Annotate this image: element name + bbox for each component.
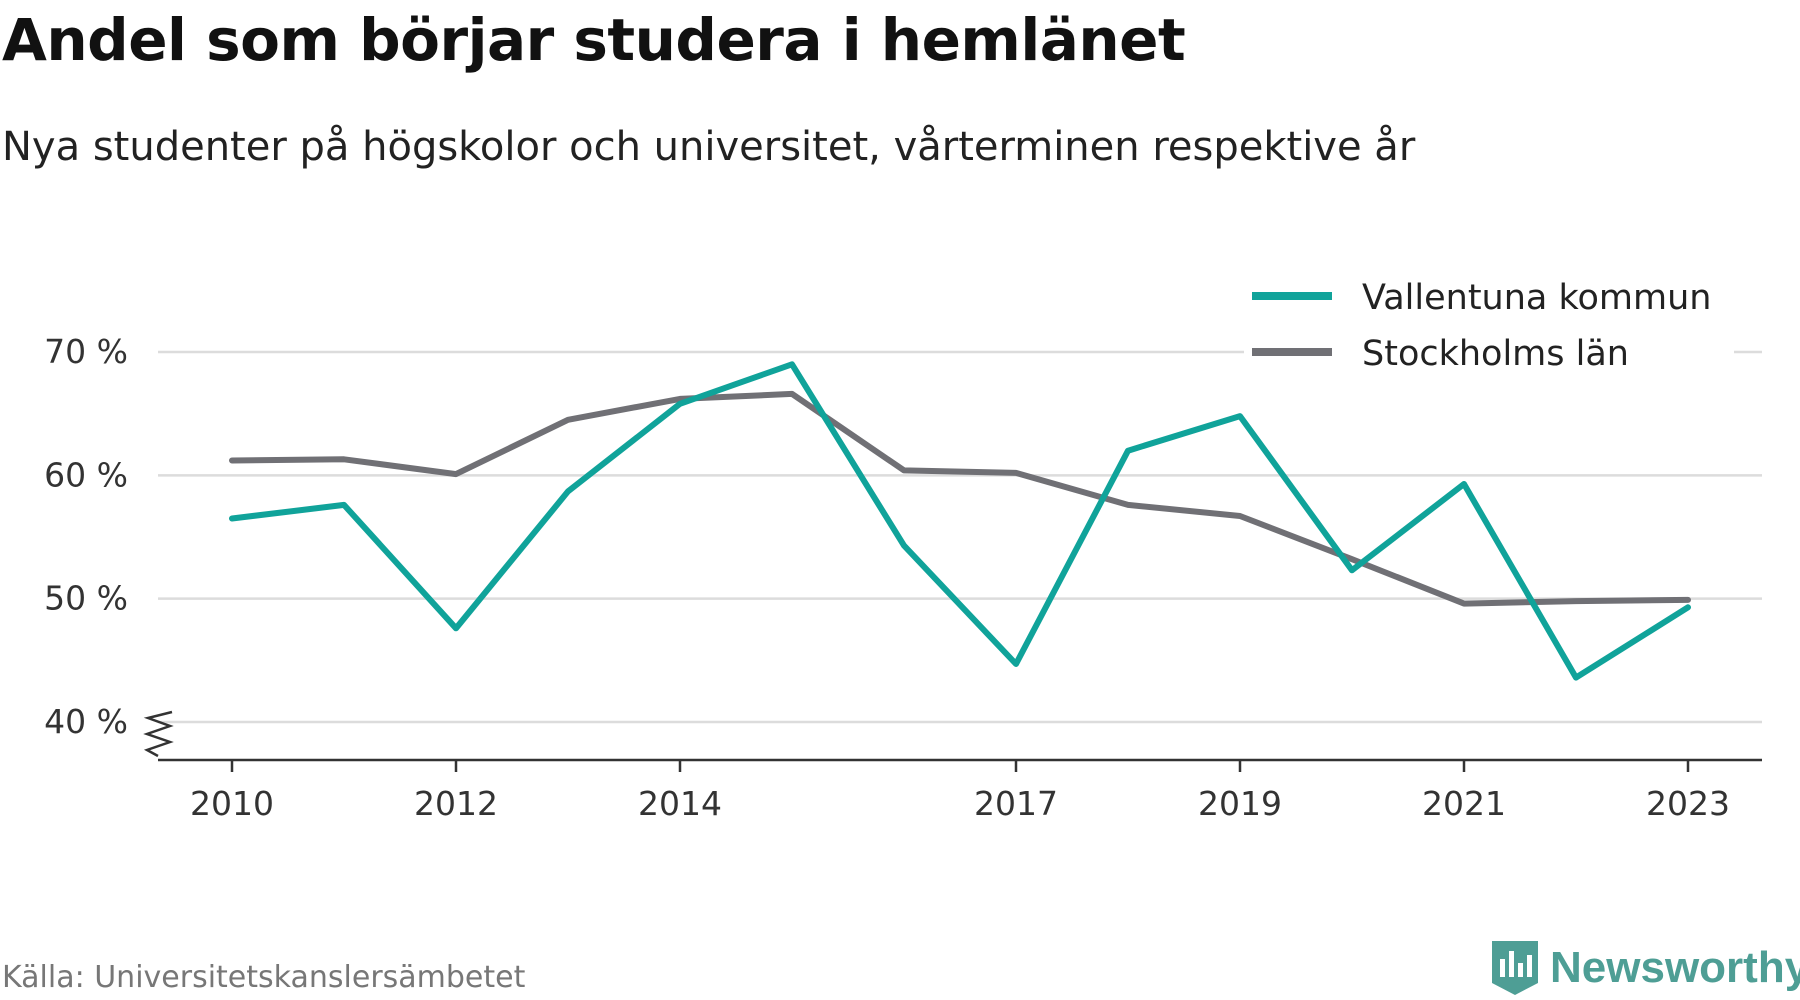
axes: 40 % 50 % 60 % 70 % 2010 2012 2014 2017 2019 2021…: [44, 332, 1762, 823]
x-tick-label: 2023: [1646, 784, 1730, 823]
x-tick-label: 2010: [190, 784, 274, 823]
brand-logo[interactable]: Newsworthy: [1490, 939, 1800, 997]
chart-title: Andel som börjar studera i hemlänet: [2, 6, 1186, 74]
legend-label: Vallentuna kommun: [1362, 278, 1712, 318]
x-tick-label: 2017: [974, 784, 1058, 823]
newsworthy-logo-icon: [1492, 941, 1538, 995]
x-tick-label: 2019: [1198, 784, 1282, 823]
x-tick-label: 2014: [638, 784, 722, 823]
axis-break-icon: [143, 710, 174, 758]
x-tick-label: 2021: [1422, 784, 1506, 823]
legend-label: Stockholms län: [1362, 334, 1629, 374]
brand-name: Newsworthy: [1550, 943, 1800, 992]
source-note: Källa: Universitetskanslersämbetet: [2, 960, 526, 995]
series-lines: [229, 361, 1691, 681]
x-tick-label: 2012: [414, 784, 498, 823]
chart-subtitle: Nya studenter på högskolor och universit…: [2, 124, 1416, 170]
series-line-stockholms-län: [229, 390, 1691, 607]
y-tick-label: 70 %: [44, 332, 128, 371]
grid-lines: [158, 350, 1762, 724]
y-tick-label: 50 %: [44, 579, 128, 618]
series-line-vallentuna-kommun: [229, 361, 1691, 681]
y-tick-label: 60 %: [44, 455, 128, 494]
y-tick-label: 40 %: [44, 702, 128, 741]
legend: Vallentuna kommun Stockholms län: [1244, 264, 1734, 384]
legend-background: [1244, 264, 1734, 384]
